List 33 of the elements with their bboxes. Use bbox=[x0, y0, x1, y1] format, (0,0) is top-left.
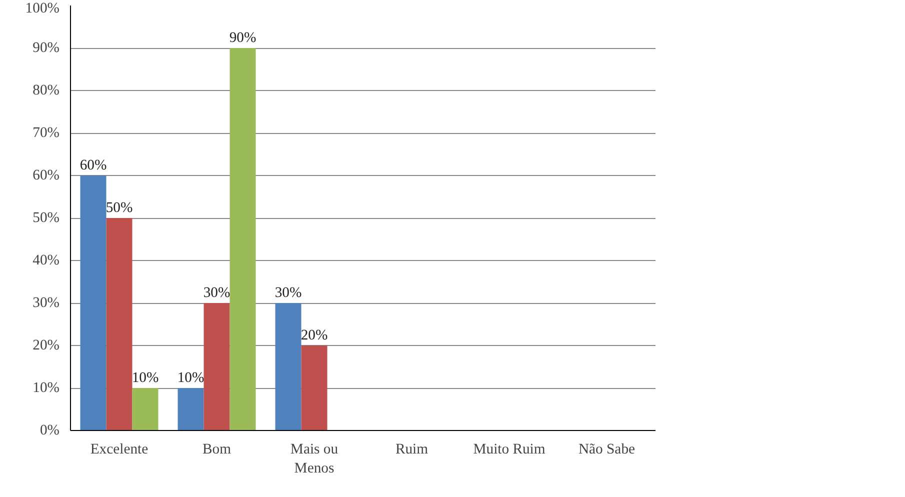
y-tick-label: 100% bbox=[25, 0, 60, 16]
data-label: 30% bbox=[274, 285, 302, 301]
y-tick-label: 10% bbox=[32, 380, 60, 396]
y-tick-label: 30% bbox=[32, 295, 60, 311]
bar bbox=[275, 303, 302, 430]
x-tick-label: Não Sabe bbox=[578, 442, 636, 458]
data-label: 20% bbox=[300, 328, 328, 344]
y-tick-label: 20% bbox=[32, 338, 60, 354]
data-label: 10% bbox=[177, 370, 204, 386]
x-tick-label: Bom bbox=[202, 442, 232, 458]
x-tick-label: Excelente bbox=[90, 442, 148, 458]
bar bbox=[178, 388, 204, 430]
bar bbox=[301, 346, 328, 430]
data-label: 60% bbox=[80, 158, 107, 174]
y-tick-label: 0% bbox=[40, 422, 60, 438]
data-label: 50% bbox=[106, 200, 133, 216]
y-tick-label: 60% bbox=[32, 168, 60, 184]
data-label: 10% bbox=[132, 370, 159, 386]
y-tick-label: 90% bbox=[32, 40, 60, 56]
bar bbox=[230, 48, 256, 430]
bar bbox=[106, 218, 132, 430]
y-tick-label: 80% bbox=[32, 82, 60, 98]
x-tick-label: Mais ou Menos bbox=[290, 442, 339, 477]
y-tick-label: 50% bbox=[32, 210, 60, 226]
bar bbox=[204, 303, 230, 430]
y-tick-label: 70% bbox=[32, 125, 60, 141]
y-tick-label: 40% bbox=[32, 252, 60, 268]
data-label: 30% bbox=[203, 285, 230, 301]
x-tick-label: Ruim bbox=[395, 442, 429, 458]
x-tick-label: Muito Ruim bbox=[473, 442, 546, 458]
data-label: 90% bbox=[229, 30, 256, 46]
bar bbox=[132, 388, 158, 430]
bar bbox=[80, 176, 106, 430]
